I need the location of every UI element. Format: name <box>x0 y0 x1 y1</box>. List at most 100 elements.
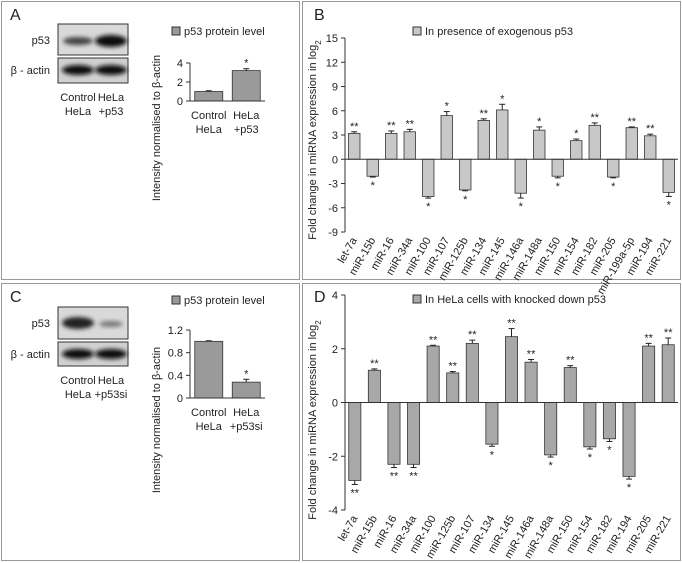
y-tick-label: 4 <box>332 290 338 302</box>
significance-label: * <box>426 201 431 213</box>
bar <box>514 158 527 194</box>
significance-label: * <box>244 368 249 380</box>
blot-lane-label: HeLa <box>98 92 125 104</box>
significance-label: ** <box>387 120 396 132</box>
significance-label: ** <box>350 121 359 133</box>
significance-label: ** <box>627 116 636 128</box>
y-axis-label-sub: 2 <box>314 40 323 45</box>
x-tick-label: Control <box>191 407 226 419</box>
y-axis-label-text: Fold change in miRNA expression in log <box>307 325 319 520</box>
panel-frame <box>1 1 300 280</box>
bar <box>446 372 460 403</box>
legend-label: In HeLa cells with knocked down p53 <box>425 294 606 306</box>
significance-label: * <box>445 101 450 113</box>
x-tick-label: HeLa <box>196 124 223 136</box>
y-tick-label: 6 <box>332 106 338 118</box>
panel-letter: C <box>10 289 22 306</box>
panel-letter: D <box>314 289 326 306</box>
y-tick-label: 2 <box>177 77 183 89</box>
y-tick-label: 9 <box>332 82 338 94</box>
y-tick-label: 3 <box>332 130 338 142</box>
bar <box>465 342 479 403</box>
bar <box>622 402 636 477</box>
y-tick-label: 12 <box>326 57 338 69</box>
bar <box>194 340 224 399</box>
significance-label: * <box>574 128 579 140</box>
significance-label: ** <box>644 332 653 344</box>
western-blot <box>57 23 129 84</box>
significance-label: ** <box>664 327 673 339</box>
bar <box>588 124 601 160</box>
significance-label: * <box>588 452 593 464</box>
bar <box>407 402 421 465</box>
panel-frame <box>302 283 681 561</box>
significance-label: ** <box>527 349 536 361</box>
bar <box>422 158 435 197</box>
significance-label: * <box>371 180 376 192</box>
bar <box>194 91 224 102</box>
y-tick-label: 0 <box>177 96 183 108</box>
significance-label: ** <box>390 471 399 483</box>
bar <box>485 402 499 445</box>
x-tick-label: HeLa <box>233 407 260 419</box>
bar <box>551 158 564 177</box>
y-tick-label: 4 <box>177 58 183 70</box>
bar <box>642 345 656 403</box>
blot-row-label: p53 <box>32 318 50 330</box>
bar <box>644 135 657 160</box>
significance-label: * <box>627 482 632 494</box>
significance-label: ** <box>646 123 655 135</box>
y-tick-label: -2 <box>328 451 338 463</box>
bar <box>387 402 401 465</box>
legend-swatch <box>412 294 422 304</box>
blot-lane-label: +p53 <box>99 106 124 118</box>
significance-label: ** <box>409 471 418 483</box>
y-axis-label-text: Intensity normalised to β-actin <box>151 347 163 493</box>
significance-label: ** <box>351 487 360 499</box>
y-axis-label-sub: 2 <box>314 320 323 325</box>
blot-lane-label: HeLa <box>65 106 92 118</box>
y-tick-label: 0.4 <box>168 370 183 382</box>
y-tick-label: 1.2 <box>168 325 183 337</box>
legend-label: p53 protein level <box>184 295 265 307</box>
bar <box>583 402 597 448</box>
blot-lane-label: HeLa <box>65 389 92 401</box>
significance-label: * <box>607 444 612 456</box>
y-axis-label-text: Intensity normalised to β-actin <box>151 55 163 201</box>
bar <box>426 345 440 403</box>
panel-letter: B <box>314 7 325 24</box>
significance-label: ** <box>370 358 379 370</box>
legend-swatch <box>171 26 181 36</box>
significance-label: * <box>549 460 554 472</box>
significance-label: * <box>556 181 561 193</box>
significance-label: * <box>667 199 672 211</box>
blot-lane-label: Control <box>60 375 95 387</box>
y-axis-label: Intensity normalised to β-actin <box>151 55 163 201</box>
western-blot <box>57 306 129 367</box>
significance-label: ** <box>507 318 516 330</box>
significance-label: ** <box>448 361 457 373</box>
significance-label: ** <box>479 108 488 120</box>
x-tick-label: HeLa <box>233 110 260 122</box>
legend-label: In presence of exogenous p53 <box>425 26 573 38</box>
bar <box>625 127 638 160</box>
y-axis-label: Intensity normalised to β-actin <box>151 347 163 493</box>
panel-frame <box>1 283 300 561</box>
bar <box>231 70 261 102</box>
bar <box>544 402 558 456</box>
bar <box>602 402 616 440</box>
bar <box>477 120 490 160</box>
bar <box>231 381 261 399</box>
bar <box>662 158 675 193</box>
y-tick-label: 0 <box>332 154 338 166</box>
significance-label: ** <box>590 112 599 124</box>
bar <box>440 115 453 160</box>
x-tick-label: Control <box>191 110 226 122</box>
blot-row-label: β - actin <box>11 65 50 77</box>
significance-label: ** <box>405 118 414 130</box>
x-tick-label: +p53 <box>234 124 259 136</box>
bar <box>367 369 381 403</box>
blot-row-label: p53 <box>32 35 50 47</box>
bar <box>496 109 509 160</box>
